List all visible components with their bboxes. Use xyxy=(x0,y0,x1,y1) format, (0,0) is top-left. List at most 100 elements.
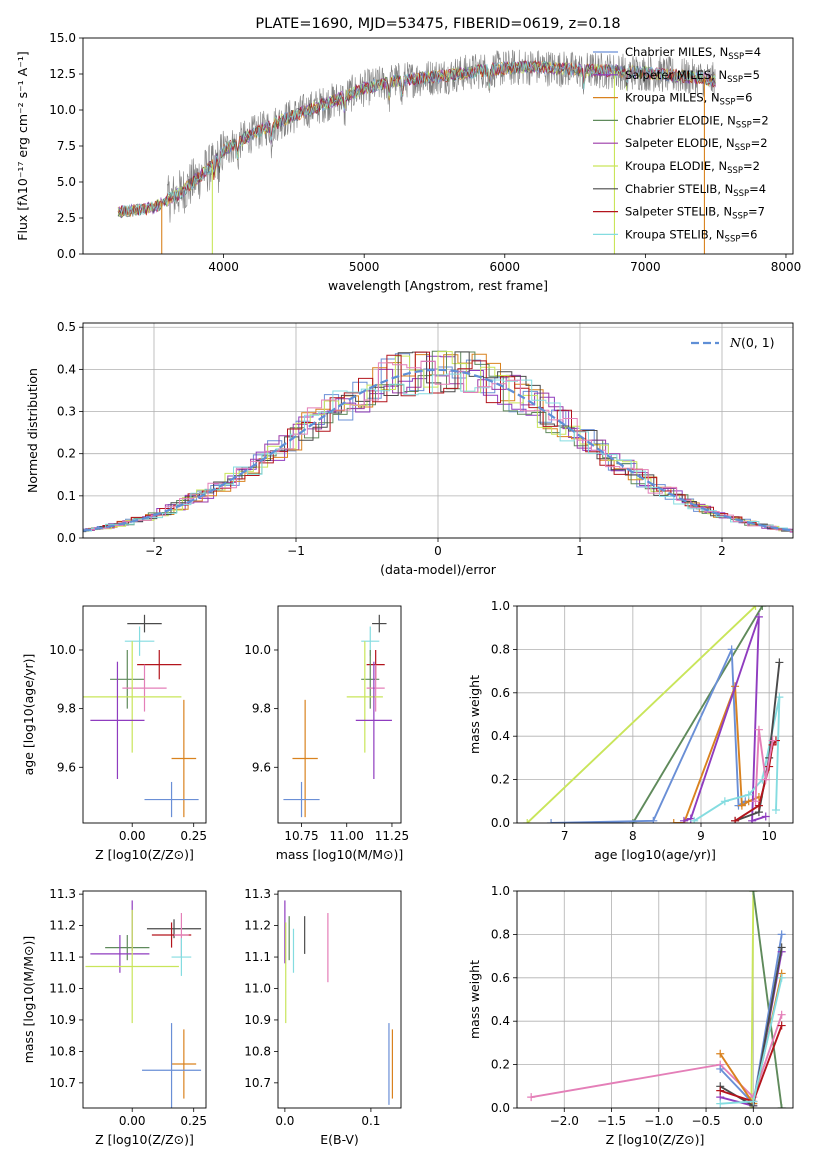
legend-entry-subscript: SSP xyxy=(727,166,743,176)
y-tick-label: 11.3 xyxy=(244,887,271,901)
legend-entry-subscript: SSP xyxy=(720,98,736,108)
y-tick-label: 10.0 xyxy=(244,643,271,657)
x-tick-label: −0.5 xyxy=(691,1114,720,1128)
y-tick-label: 11.2 xyxy=(244,919,271,933)
y-tick-label: 12.5 xyxy=(49,67,76,81)
plot-area xyxy=(283,614,392,818)
axes-frame xyxy=(82,890,207,1109)
mass-weight-marker xyxy=(758,606,767,610)
mass-weight-marker xyxy=(716,1064,725,1073)
plot-area xyxy=(83,614,199,818)
legend-entry-subscript: SSP xyxy=(735,143,751,153)
mass-weight-marker xyxy=(777,943,786,952)
x-tick-label: 9 xyxy=(697,829,705,843)
legend-entry-count: =2 xyxy=(751,136,768,150)
x-tick-label: 0.0 xyxy=(744,1114,763,1128)
y-tick-label: 2.5 xyxy=(57,211,76,225)
legend-label-params: (0, 1) xyxy=(741,335,775,350)
x-axis-label: Z [log10(Z/Z⊙)] xyxy=(606,1132,705,1147)
mass-weight-line xyxy=(526,606,757,823)
y-tick-label: 9.6 xyxy=(252,760,271,774)
y-tick-label: 10.0 xyxy=(49,103,76,117)
x-tick-label: 0.00 xyxy=(119,1114,146,1128)
legend-entry-name: Salpeter MILES, N xyxy=(625,68,727,82)
x-tick-label: 5000 xyxy=(349,260,380,274)
y-tick-label: 0.8 xyxy=(491,927,510,941)
x-tick-label: −1 xyxy=(287,544,305,558)
y-tick-label: 7.5 xyxy=(57,139,76,153)
legend-entry-count: =2 xyxy=(752,113,769,127)
mass-weight-marker xyxy=(669,819,678,823)
mass-weight-marker xyxy=(771,805,780,814)
legend-entry-name: Chabrier STELIB, N xyxy=(625,182,733,196)
y-tick-label: 0.4 xyxy=(57,362,76,376)
x-tick-label: 0.1 xyxy=(361,1114,380,1128)
axes-frame xyxy=(82,322,794,539)
mass-weight-marker xyxy=(749,891,758,895)
y-tick-label: 0.3 xyxy=(57,405,76,419)
legend-entry-subscript: SSP xyxy=(727,75,743,85)
mass-weight-marker xyxy=(751,797,760,806)
y-tick-label: 10.8 xyxy=(49,1044,76,1058)
plot-area xyxy=(284,900,393,1105)
x-tick-label: 2 xyxy=(718,544,726,558)
x-axis-label: Z [log10(Z/Z⊙)] xyxy=(95,847,194,862)
legend-entry-subscript: SSP xyxy=(728,52,744,62)
legend-entry: Chabrier STELIB, NSSP=4 xyxy=(625,182,766,199)
y-tick-label: 10.7 xyxy=(49,1076,76,1090)
y-tick-label: 0.5 xyxy=(57,320,76,334)
mass-weight-marker xyxy=(777,1021,786,1030)
y-tick-label: 1.0 xyxy=(491,884,510,898)
axes-mass_vs_ebv: 0.0 0.1 10.7 10.8 10.9 11.0 11.1 11.2 11.3 E(B-V) xyxy=(244,887,402,1147)
plot-area xyxy=(523,606,784,823)
y-axis-label: Flux [fλ10⁻¹⁷ erg cm⁻² s⁻¹ A⁻¹] xyxy=(15,51,30,240)
mass-weight-line xyxy=(531,1014,783,1099)
x-axis-label: (data-model)/error xyxy=(380,562,497,577)
x-tick-label: −2.0 xyxy=(550,1114,579,1128)
y-tick-label: 0.6 xyxy=(491,971,510,985)
legend-entry-name: Kroupa MILES, N xyxy=(625,91,720,105)
y-tick-label: 15.0 xyxy=(49,31,76,45)
mass-weight-marker xyxy=(777,1010,786,1019)
x-tick-label: −2 xyxy=(145,544,163,558)
model-spectrum-line xyxy=(117,60,716,217)
residual-histogram xyxy=(83,373,793,532)
axes-frame xyxy=(516,890,794,1109)
x-tick-label: 0.00 xyxy=(119,829,146,843)
x-axis-label: mass [log10(M/M⊙)] xyxy=(276,847,404,862)
y-tick-label: 11.0 xyxy=(49,981,76,995)
mass-weight-marker xyxy=(690,816,699,823)
y-axis-label: Normed distribution xyxy=(25,368,40,493)
axes-frame xyxy=(82,605,207,824)
legend-entry: Kroupa MILES, NSSP=6 xyxy=(625,91,752,108)
x-axis-label: wavelength [Angstrom, rest frame] xyxy=(328,278,548,293)
mass-weight-marker xyxy=(754,801,763,810)
x-tick-label: −1.5 xyxy=(597,1114,626,1128)
mass-weight-line xyxy=(754,729,774,802)
x-tick-label: 11.00 xyxy=(330,829,364,843)
y-tick-label: 9.6 xyxy=(57,760,76,774)
axes-spectrum: 4000 5000 6000 7000 8000 0.0 2.5 5.0 7.5 10.0 12.5… xyxy=(15,31,801,293)
mass-weight-marker xyxy=(716,1099,725,1108)
legend-entry-count: =6 xyxy=(740,227,757,241)
legend-entry-count: =7 xyxy=(748,205,765,219)
plot-area xyxy=(83,350,793,533)
y-tick-label: 0.4 xyxy=(491,729,510,743)
y-tick-label: 1.0 xyxy=(491,599,510,613)
mass-weight-marker xyxy=(727,645,736,654)
mass-weight-marker xyxy=(716,1086,725,1095)
legend-entry: Kroupa STELIB, NSSP=6 xyxy=(625,227,757,244)
y-tick-label: 5.0 xyxy=(57,175,76,189)
y-tick-label: 9.8 xyxy=(57,702,76,716)
mass-weight-marker xyxy=(777,930,786,939)
legend-entry-subscript: SSP xyxy=(736,120,752,130)
legend-entry-subscript: SSP xyxy=(733,189,749,199)
x-axis-label: E(B-V) xyxy=(320,1132,359,1147)
axes-frame xyxy=(277,605,402,824)
mass-weight-marker xyxy=(686,814,695,823)
residual-histogram xyxy=(83,360,793,532)
plot-area xyxy=(117,49,716,254)
y-axis-label: mass [log10(M/M⊙)] xyxy=(21,936,36,1064)
chart-title: PLATE=1690, MJD=53475, FIBERID=0619, z=0… xyxy=(255,16,620,32)
